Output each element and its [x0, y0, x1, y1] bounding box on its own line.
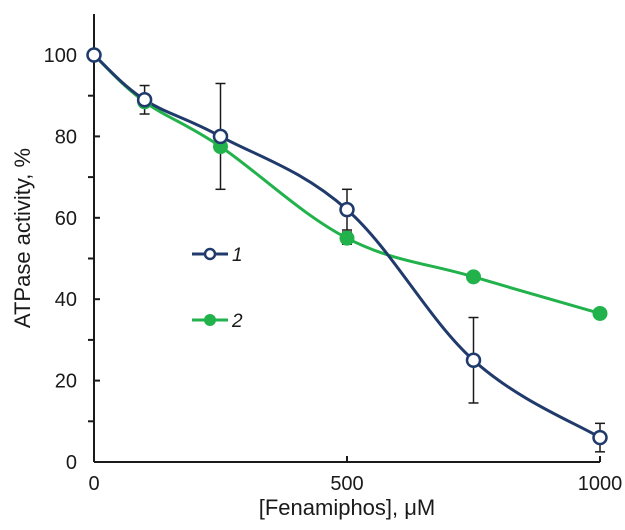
y-tick-label-100: 100 — [44, 45, 77, 67]
legend-marker-2 — [204, 314, 216, 326]
point-series-1-0 — [86, 47, 102, 63]
x-tick-label-1000: 1000 — [578, 473, 623, 495]
point-series-2-1000 — [592, 305, 608, 321]
data-points — [86, 47, 608, 446]
point-series-1-1000 — [592, 429, 608, 446]
y-tick-label-60: 60 — [55, 208, 77, 230]
legend-item-2: 2 — [192, 311, 243, 332]
series-lines — [92, 53, 601, 439]
y-tick-label-80: 80 — [55, 126, 77, 148]
point-series-1-250 — [212, 128, 229, 145]
legend-item-1: 1 — [192, 245, 243, 266]
legend-label-2: 2 — [231, 311, 243, 332]
series-2-line — [92, 53, 601, 315]
y-axis-label: ATPase activity, % — [10, 148, 35, 328]
x-tick-label-500: 500 — [330, 473, 363, 495]
y-tick-label-40: 40 — [55, 289, 77, 311]
legend: 1 2 — [192, 245, 243, 332]
point-series-1-100 — [136, 92, 153, 108]
point-series-1-750 — [465, 352, 482, 368]
series-1-line — [93, 53, 601, 439]
legend-label-1: 1 — [232, 245, 243, 266]
x-tick-label-0: 0 — [88, 473, 99, 495]
y-tick-label-20: 20 — [55, 371, 77, 393]
point-series-1-500 — [339, 201, 355, 218]
legend-marker-1 — [203, 247, 217, 261]
x-axis-label: [Fenamiphos], μM — [259, 495, 436, 520]
point-series-2-500 — [339, 230, 355, 246]
point-series-2-750 — [466, 269, 481, 285]
y-tick-label-0: 0 — [66, 452, 77, 474]
